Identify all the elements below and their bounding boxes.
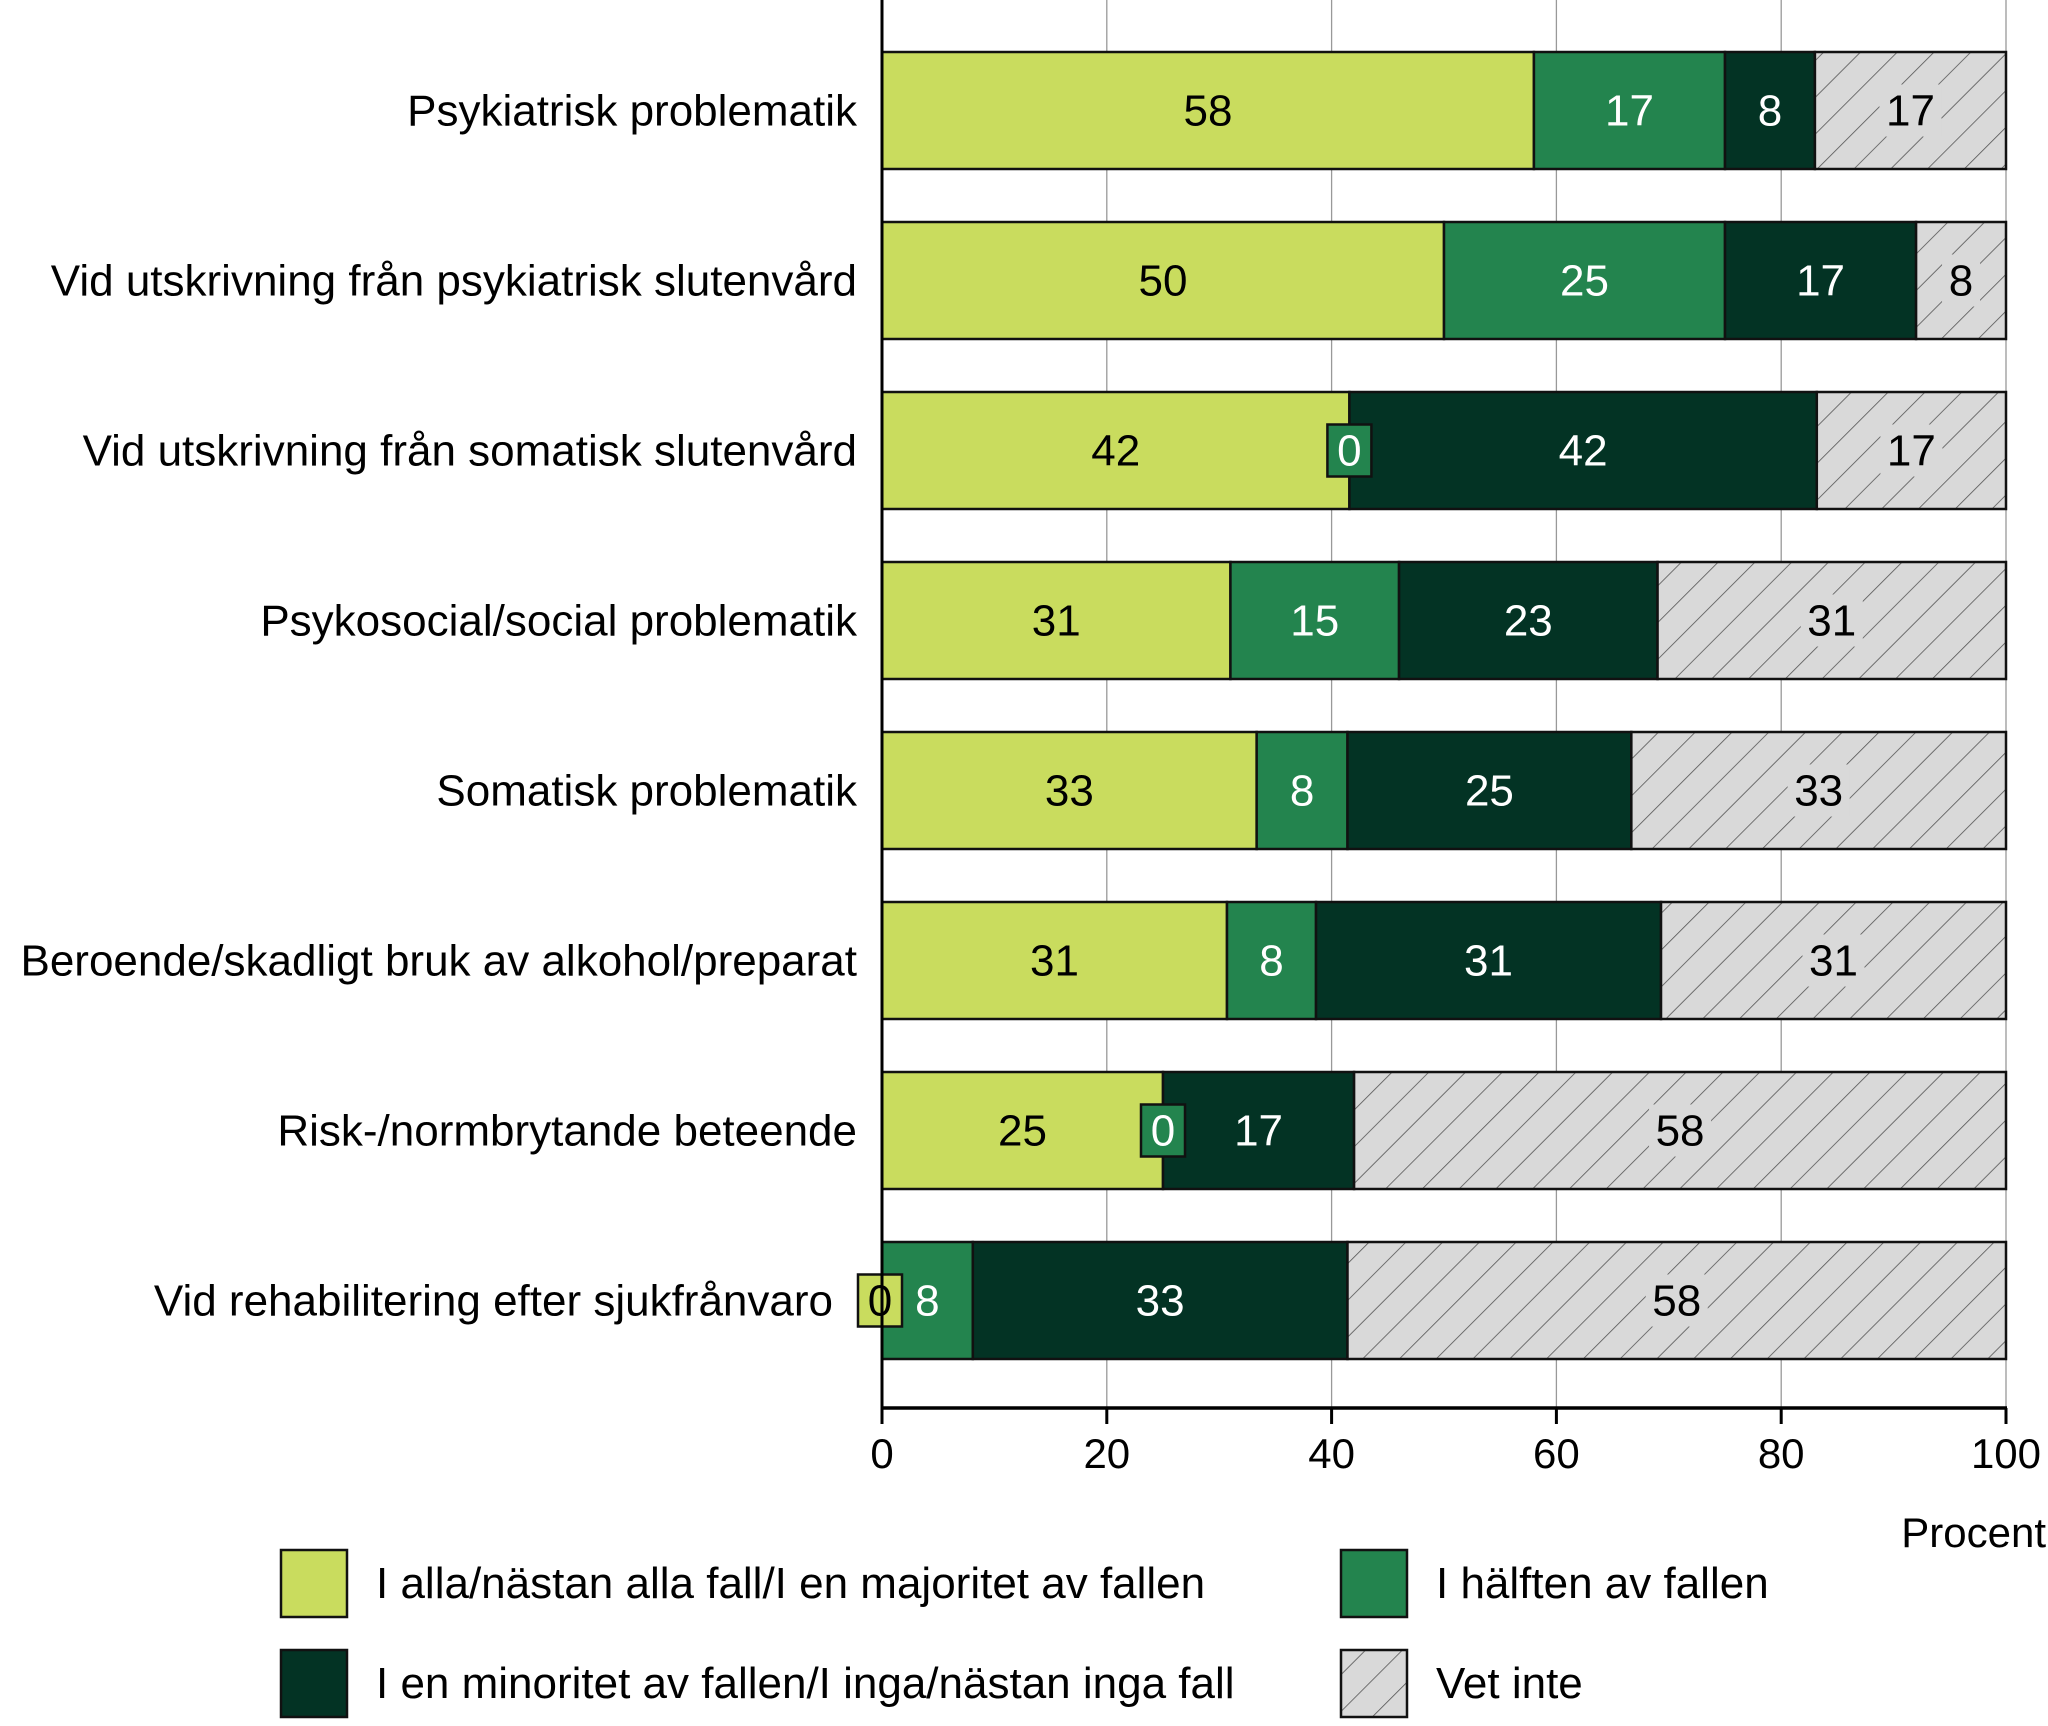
category-label: Vid utskrivning från somatisk slutenvård — [83, 427, 857, 476]
data-label: 31 — [1464, 937, 1513, 986]
data-label: 33 — [1136, 1277, 1185, 1326]
x-tick-label: 100 — [1971, 1430, 2041, 1477]
data-label: 17 — [1796, 257, 1845, 306]
data-label-background — [1802, 934, 1865, 987]
legend-swatch — [1339, 1548, 1409, 1619]
data-label: 31 — [1807, 597, 1856, 646]
bar-segment — [1442, 220, 1727, 341]
data-label: 58 — [1656, 1107, 1705, 1156]
bar-segment — [1225, 900, 1318, 1021]
bar-segment — [1532, 50, 1727, 171]
x-tick-label: 20 — [1083, 1430, 1130, 1477]
bar-segment — [1346, 730, 1633, 851]
bar-segment — [1397, 560, 1659, 681]
x-tick-label: 40 — [1308, 1430, 1355, 1477]
data-label: 42 — [1091, 427, 1140, 476]
data-label: 15 — [1290, 597, 1339, 646]
data-label: 31 — [1809, 937, 1858, 986]
legend-swatch — [279, 1648, 349, 1719]
data-label: 31 — [1032, 597, 1081, 646]
bar-segment — [880, 50, 1536, 171]
x-tick-label: 80 — [1758, 1430, 1805, 1477]
legend-label: I en minoritet av fallen/I inga/nästan i… — [376, 1659, 1235, 1708]
data-label: 42 — [1559, 427, 1608, 476]
gridlines — [1106, 0, 2007, 1408]
data-label: 8 — [1259, 937, 1283, 986]
data-label-background — [1879, 84, 1942, 137]
data-label: 17 — [1234, 1107, 1283, 1156]
bar-segment — [880, 390, 1351, 511]
data-label: 25 — [998, 1107, 1047, 1156]
data-label: 0 — [868, 1277, 892, 1326]
data-label: 58 — [1183, 87, 1232, 136]
data-label: 8 — [1758, 87, 1782, 136]
data-label: 0 — [1337, 427, 1361, 476]
category-label: Psykiatrisk problematik — [407, 87, 858, 136]
data-label: 8 — [915, 1277, 939, 1326]
category-label: Risk-/normbrytande beteende — [277, 1107, 857, 1156]
legend: I alla/nästan alla fall/I en majoritet a… — [279, 1548, 1769, 1719]
data-label: 23 — [1504, 597, 1553, 646]
category-label: Psykosocial/social problematik — [260, 597, 858, 646]
data-label-background — [1800, 594, 1863, 647]
data-label: 17 — [1605, 87, 1654, 136]
data-label: 33 — [1794, 767, 1843, 816]
legend-label: I alla/nästan alla fall/I en majoritet a… — [376, 1559, 1205, 1608]
zero-value-box — [1326, 423, 1373, 478]
bar-segment — [1348, 390, 1819, 511]
bar-segment — [880, 900, 1229, 1021]
category-label: Vid utskrivning från psykiatrisk slutenv… — [51, 257, 857, 306]
category-label: Vid rehabilitering efter sjukfrånvaro — [154, 1277, 833, 1326]
data-label: 58 — [1652, 1277, 1701, 1326]
category-label: Beroende/skadligt bruk av alkohol/prepar… — [20, 937, 857, 986]
legend-label: I hälften av fallen — [1436, 1559, 1769, 1608]
legend-swatch — [1339, 1648, 1409, 1719]
legend-swatch — [279, 1548, 349, 1619]
data-label: 0 — [1151, 1107, 1175, 1156]
data-label: 8 — [1949, 257, 1973, 306]
bar-segment — [1723, 50, 1817, 171]
data-label-background — [1645, 1274, 1708, 1327]
data-label-background — [1787, 764, 1850, 817]
bar-segment — [1161, 1070, 1356, 1191]
legend-label: Vet inte — [1436, 1659, 1583, 1708]
bars: 58 17 8 17 50 25 17 8 42 42 17 0 31 15 23 31 33 8 25 33 31 8 3… — [856, 50, 2008, 1361]
category-label: Somatisk problematik — [436, 767, 858, 816]
data-label: 33 — [1045, 767, 1094, 816]
data-label: 25 — [1560, 257, 1609, 306]
data-label-background — [1880, 424, 1943, 477]
data-label-background — [1649, 1104, 1712, 1157]
data-label-background — [1942, 254, 1981, 307]
bar-segment — [880, 730, 1258, 851]
data-label: 25 — [1465, 767, 1514, 816]
bar-segment — [880, 1070, 1165, 1191]
x-axis-title: Procent — [1901, 1509, 2046, 1556]
x-tick-label: 60 — [1533, 1430, 1580, 1477]
zero-value-box — [1139, 1103, 1187, 1158]
data-label: 17 — [1887, 427, 1936, 476]
bar-segment — [971, 1240, 1349, 1361]
data-label: 8 — [1290, 767, 1314, 816]
data-label: 31 — [1030, 937, 1079, 986]
data-label: 50 — [1139, 257, 1188, 306]
bar-segment — [1723, 220, 1918, 341]
x-tick-label: 0 — [870, 1430, 893, 1477]
bar-segment — [1314, 900, 1663, 1021]
bar-segment — [880, 560, 1232, 681]
data-label: 17 — [1886, 87, 1935, 136]
bar-segment — [1229, 560, 1401, 681]
zero-value-box — [856, 1273, 904, 1328]
bar-segment — [1255, 730, 1349, 851]
